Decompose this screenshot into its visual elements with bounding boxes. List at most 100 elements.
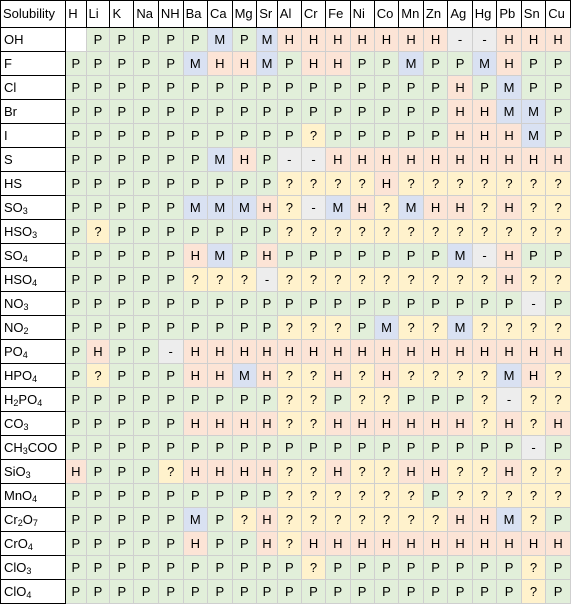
solubility-cell[interactable]: P [65, 243, 87, 268]
solubility-cell[interactable]: ? [276, 363, 302, 388]
solubility-cell[interactable]: H [182, 531, 209, 556]
solubility-cell[interactable]: P [157, 75, 184, 100]
solubility-cell[interactable]: ? [496, 219, 522, 244]
solubility-cell[interactable]: ? [422, 267, 449, 292]
cation-header[interactable]: Hg [471, 0, 498, 28]
solubility-cell[interactable]: P [256, 387, 278, 412]
solubility-cell[interactable]: P [373, 243, 400, 268]
solubility-cell[interactable]: ? [520, 579, 547, 604]
anion-label[interactable]: ClO3 [0, 555, 67, 580]
solubility-cell[interactable]: ? [349, 267, 375, 292]
solubility-cell[interactable]: H [520, 531, 547, 556]
cation-header[interactable]: Ag [447, 0, 473, 28]
solubility-cell[interactable]: ? [231, 267, 258, 292]
solubility-cell[interactable]: ? [300, 411, 327, 436]
solubility-cell[interactable]: ? [207, 267, 233, 292]
solubility-cell[interactable]: P [373, 51, 400, 76]
solubility-cell[interactable]: P [133, 291, 159, 316]
solubility-cell[interactable]: P [398, 123, 424, 148]
solubility-cell[interactable]: P [545, 51, 571, 76]
solubility-cell[interactable]: P [231, 123, 258, 148]
solubility-cell[interactable]: ? [422, 315, 449, 340]
solubility-cell[interactable]: H [496, 243, 522, 268]
solubility-cell[interactable]: P [133, 339, 159, 364]
solubility-cell[interactable]: H [207, 51, 233, 76]
anion-label[interactable]: SiO3 [0, 459, 67, 484]
solubility-cell[interactable]: P [109, 195, 135, 220]
solubility-cell[interactable]: ? [545, 363, 571, 388]
solubility-cell[interactable]: H [471, 339, 498, 364]
solubility-cell[interactable]: P [349, 435, 375, 460]
solubility-cell[interactable]: H [398, 339, 424, 364]
solubility-cell[interactable]: P [109, 75, 135, 100]
solubility-cell[interactable]: P [85, 171, 111, 196]
solubility-cell[interactable]: M [182, 507, 209, 532]
solubility-cell[interactable]: ? [520, 387, 547, 412]
solubility-cell[interactable]: ? [276, 219, 302, 244]
solubility-cell[interactable]: P [349, 123, 375, 148]
solubility-cell[interactable]: H [85, 339, 111, 364]
solubility-cell[interactable]: ? [300, 363, 327, 388]
solubility-cell[interactable]: ? [422, 219, 449, 244]
solubility-cell[interactable]: P [276, 243, 302, 268]
cation-header[interactable]: Co [373, 0, 400, 28]
solubility-cell[interactable]: H [231, 459, 258, 484]
solubility-cell[interactable]: H [182, 459, 209, 484]
solubility-cell[interactable]: ? [276, 411, 302, 436]
solubility-cell[interactable]: P [545, 123, 571, 148]
solubility-cell[interactable]: P [398, 243, 424, 268]
solubility-cell[interactable]: H [520, 363, 547, 388]
solubility-cell[interactable]: H [256, 531, 278, 556]
solubility-cell[interactable]: H [182, 339, 209, 364]
solubility-cell[interactable]: P [373, 99, 400, 124]
solubility-cell[interactable]: ? [325, 315, 351, 340]
solubility-cell[interactable]: P [207, 315, 233, 340]
solubility-cell[interactable]: P [65, 435, 87, 460]
solubility-cell[interactable]: H [422, 531, 449, 556]
solubility-cell[interactable]: P [207, 387, 233, 412]
cation-header[interactable]: Na [133, 0, 159, 28]
solubility-cell[interactable]: P [85, 75, 111, 100]
solubility-cell[interactable]: H [545, 531, 571, 556]
solubility-cell[interactable]: P [157, 27, 184, 52]
solubility-cell[interactable]: P [349, 579, 375, 604]
solubility-cell[interactable]: P [157, 195, 184, 220]
solubility-cell[interactable]: P [85, 123, 111, 148]
solubility-cell[interactable]: M [398, 51, 424, 76]
solubility-cell[interactable]: H [471, 99, 498, 124]
anion-label[interactable]: HSO4 [0, 267, 67, 292]
solubility-cell[interactable]: P [157, 51, 184, 76]
solubility-cell[interactable]: P [276, 123, 302, 148]
solubility-cell[interactable]: P [65, 219, 87, 244]
solubility-cell[interactable]: P [520, 51, 547, 76]
solubility-cell[interactable]: ? [276, 507, 302, 532]
solubility-cell[interactable]: P [133, 171, 159, 196]
solubility-cell[interactable]: P [109, 99, 135, 124]
anion-label[interactable]: CH3COO [0, 435, 67, 460]
solubility-cell[interactable]: P [109, 147, 135, 172]
solubility-cell[interactable]: P [109, 387, 135, 412]
solubility-cell[interactable]: ? [300, 171, 327, 196]
solubility-cell[interactable]: P [325, 291, 351, 316]
solubility-cell[interactable]: H [447, 531, 473, 556]
solubility-cell[interactable]: P [85, 435, 111, 460]
solubility-cell[interactable]: P [520, 75, 547, 100]
solubility-cell[interactable]: P [349, 243, 375, 268]
solubility-cell[interactable]: ? [300, 507, 327, 532]
solubility-cell[interactable]: P [182, 171, 209, 196]
solubility-cell[interactable]: P [349, 555, 375, 580]
solubility-cell[interactable]: H [300, 531, 327, 556]
solubility-cell[interactable]: P [85, 411, 111, 436]
solubility-cell[interactable]: P [133, 75, 159, 100]
solubility-cell[interactable]: ? [349, 483, 375, 508]
solubility-cell[interactable]: P [133, 579, 159, 604]
solubility-cell[interactable]: P [65, 147, 87, 172]
solubility-cell[interactable]: P [398, 435, 424, 460]
solubility-cell[interactable]: H [447, 99, 473, 124]
solubility-cell[interactable]: H [545, 339, 571, 364]
solubility-cell[interactable]: P [256, 219, 278, 244]
anion-label[interactable]: OH [0, 27, 67, 52]
solubility-cell[interactable]: H [231, 339, 258, 364]
solubility-cell[interactable]: - [496, 387, 522, 412]
solubility-cell[interactable]: P [65, 99, 87, 124]
